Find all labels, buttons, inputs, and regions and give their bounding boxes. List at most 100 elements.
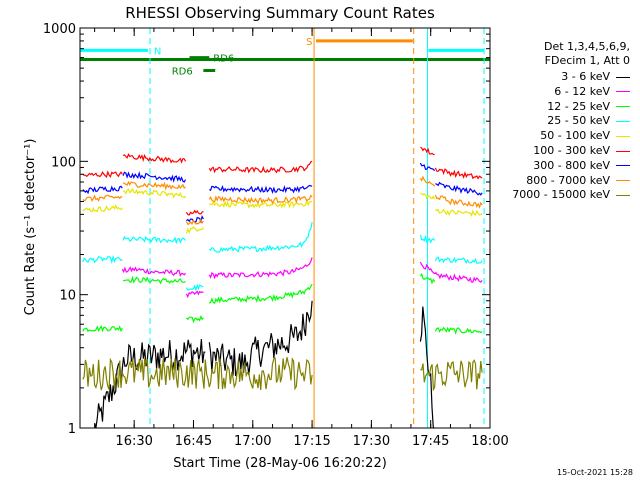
legend-swatch	[616, 150, 630, 152]
series-50to100keV-keV	[82, 187, 483, 234]
x-tick-label: 18:00	[471, 434, 508, 449]
series-group	[82, 146, 483, 429]
flag-label: RD6	[213, 54, 234, 65]
legend-entry: 800 - 7000 keV	[526, 174, 630, 187]
series-6to12keV-keV	[121, 257, 483, 299]
legend-label: 25 - 50 keV	[547, 114, 610, 128]
series-segment	[434, 256, 483, 265]
legend-label: 7000 - 15000 keV	[512, 188, 610, 202]
series-segment	[420, 192, 436, 200]
legend-swatch	[616, 106, 630, 108]
series-100to300keV-keV	[82, 146, 483, 216]
y-tick-label: 1000	[43, 22, 76, 37]
series-segment	[434, 167, 483, 180]
series-300to800keV-keV	[82, 162, 483, 224]
series-segment	[420, 359, 483, 392]
series-segment	[185, 218, 204, 226]
series-segment	[419, 234, 436, 244]
series-25to50keV-keV	[82, 221, 483, 292]
timestamp: 15-Oct-2021 15:28	[557, 468, 633, 477]
x-tick-label: 17:15	[293, 434, 330, 449]
legend-swatch	[616, 120, 630, 122]
x-tick-label: 17:30	[353, 434, 390, 449]
legend-header: Det 1,3,4,5,6,9,	[543, 40, 630, 53]
legend-entry: 12 - 25 keV	[547, 100, 630, 113]
legend-swatch	[616, 180, 630, 182]
legend-label: 50 - 100 keV	[540, 129, 610, 143]
series-segment	[434, 326, 483, 335]
series-segment	[185, 314, 204, 324]
series-segment	[82, 170, 123, 179]
x-tick-label: 16:45	[175, 434, 212, 449]
series-segment	[82, 204, 123, 213]
chart-title: RHESSI Observing Summary Count Rates	[125, 4, 435, 22]
legend-header: FDecim 1, Att 0	[544, 54, 630, 67]
series-segment	[419, 162, 436, 172]
series-segment	[209, 198, 313, 209]
series-segment	[82, 254, 123, 265]
y-axis-label: Count Rate (s⁻¹ detector⁻¹)	[23, 139, 38, 316]
series-segment	[208, 257, 313, 280]
series-3to6keV-keV	[94, 300, 435, 429]
series-segment	[209, 184, 313, 194]
series-segment	[419, 272, 436, 285]
series-segment	[122, 170, 187, 183]
legend-entry: 50 - 100 keV	[540, 129, 630, 142]
series-segment	[419, 261, 483, 283]
legend-label: 3 - 6 keV	[561, 70, 610, 83]
legend-entry: 6 - 12 keV	[554, 85, 630, 98]
y-tick-label: 1	[68, 422, 76, 437]
legend-label: 12 - 25 keV	[547, 99, 610, 113]
legend-entry: 25 - 50 keV	[547, 114, 630, 127]
series-segment	[94, 339, 206, 429]
legend-entry: 300 - 800 keV	[533, 159, 630, 172]
series-segment	[434, 194, 483, 209]
series-segment	[82, 357, 313, 391]
series-segment	[208, 300, 313, 377]
legend-swatch	[616, 194, 630, 196]
series-segment	[208, 194, 313, 205]
series-segment	[123, 187, 187, 199]
series-800to7000keV-keV	[82, 175, 483, 226]
series-segment	[208, 160, 313, 174]
series-7000to15000keV-keV	[82, 357, 483, 392]
axes: 16:30 16:45 17:00 17:15 17:30 17:45 18:00 1 10 10…	[43, 22, 509, 449]
x-tick-label: 17:00	[234, 434, 271, 449]
x-tick-label: 16:30	[115, 434, 152, 449]
series-segment	[122, 180, 186, 191]
series-segment	[419, 175, 436, 187]
series-segment	[185, 209, 204, 216]
y-tick-label: 100	[51, 155, 76, 170]
series-segment	[435, 208, 483, 217]
series-segment	[82, 324, 123, 333]
flag-bars: N S RD6 RD6	[80, 37, 490, 78]
legend-label: 100 - 300 keV	[533, 144, 610, 157]
series-segment	[435, 181, 483, 196]
x-axis-label: Start Time (28-May-06 16:20:22)	[173, 456, 387, 471]
series-segment	[208, 221, 313, 253]
x-tick-label: 17:45	[412, 434, 449, 449]
legend-label: 300 - 800 keV	[533, 158, 610, 172]
series-segment	[209, 283, 313, 304]
series-segment	[185, 283, 204, 292]
series-segment	[82, 194, 123, 203]
series-segment	[420, 146, 435, 156]
legend-swatch	[616, 91, 630, 93]
legend-swatch	[616, 76, 630, 78]
y-tick-label: 10	[59, 289, 76, 304]
flag-label: N	[154, 46, 161, 57]
legend-entry: 3 - 6 keV	[561, 70, 630, 83]
legend-swatch	[616, 135, 630, 137]
series-segment	[121, 266, 187, 277]
legend-swatch	[616, 165, 630, 167]
series-segment	[185, 226, 204, 234]
legend-label: 800 - 7000 keV	[526, 173, 610, 187]
flag-label: RD6	[172, 67, 193, 78]
legend-entry: 7000 - 15000 keV	[512, 188, 630, 201]
series-segment	[122, 153, 187, 164]
series-segment	[419, 306, 435, 429]
plot-frame	[79, 27, 491, 429]
series-segment	[122, 235, 187, 245]
series-segment	[185, 290, 204, 299]
